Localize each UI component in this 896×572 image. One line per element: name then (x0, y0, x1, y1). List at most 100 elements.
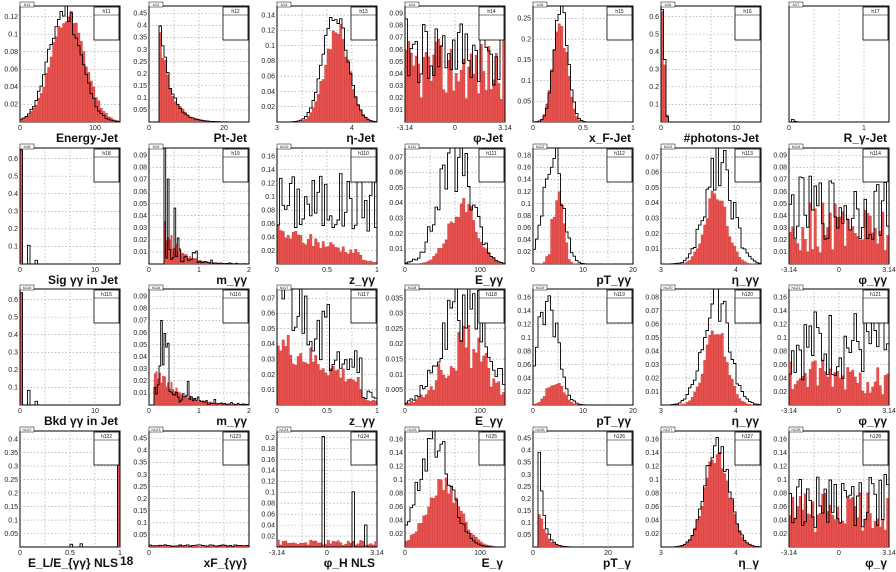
histogram-h118: 0.005 0.01 0.015 0.02 0.025 0.03 0.035 0 100 h118… (385, 284, 506, 428)
histogram-h13: 0.02 0.04 0.06 0.08 0.1 0.12 0.14 3 4 h13 h13 η-Jet (261, 1, 378, 145)
bar-filled (796, 380, 800, 406)
x-tick-label: 0 (787, 125, 791, 132)
bar-filled (319, 81, 323, 123)
y-tick-label: 0.3 (649, 67, 659, 74)
y-tick-label: 0.1 (521, 520, 531, 527)
bar-filled (371, 262, 375, 265)
x-tick-label: 1 (375, 267, 379, 274)
x-tick-label: 0.5 (578, 125, 588, 132)
y-tick-label: 0.03 (133, 366, 147, 373)
y-tick-label: 0.01 (133, 390, 147, 397)
bar-filled (452, 90, 456, 123)
bar-filled (437, 479, 441, 548)
bar-filled (437, 248, 441, 265)
y-tick-label: 0.06 (645, 504, 659, 511)
bar-filled (690, 256, 694, 265)
bar-filled (740, 259, 744, 265)
bar-filled (304, 542, 308, 548)
bar-filled (472, 73, 476, 123)
histogram-h121: 0.02 0.04 0.06 0.08 0.1 0.12 0.14 0.16 -3.14 0 3.1… (773, 284, 896, 428)
y-tick-label: 0.01 (645, 389, 659, 396)
x-tick-label: 3.14 (498, 125, 512, 132)
bar-filled (735, 394, 739, 406)
bar-filled (324, 246, 328, 265)
bar-filled (294, 230, 298, 265)
y-tick-label: 0.2 (521, 496, 531, 503)
y-tick-label: 0.06 (773, 362, 787, 369)
bar-filled (62, 23, 66, 123)
corner-tag-label: h12 (153, 2, 160, 7)
y-tick-label: 0.14 (389, 450, 403, 457)
y-tick-label: 0.12 (517, 189, 531, 196)
bar-filled (823, 371, 827, 406)
histogram-h110: 0.02 0.04 0.06 0.08 0.1 0.12 0.14 0.16 0 0.5 1 h110… (261, 143, 379, 287)
corner-tag-label: h118 (408, 285, 417, 290)
y-tick-label: 0.02 (773, 389, 787, 396)
x-tick-label: -3.14 (781, 550, 797, 557)
bar-filled (417, 63, 421, 123)
corner-tag-label: h123 (152, 427, 162, 432)
histogram-name: h12 (231, 9, 240, 15)
x-tick-label: 0 (18, 125, 22, 132)
histogram-name: h122 (101, 434, 112, 440)
bar-filled (64, 21, 68, 123)
bar-filled (841, 520, 845, 548)
y-tick-label: 0.08 (517, 213, 531, 220)
bar-outline (19, 5, 121, 123)
y-tick-label: 0.14 (261, 167, 275, 174)
y-tick-label: 0.03 (773, 225, 787, 232)
corner-tag (788, 1, 804, 8)
histogram-name: h120 (742, 292, 753, 298)
bar-filled (713, 334, 717, 406)
bar-filled (868, 215, 872, 265)
y-tick-label: 0.16 (773, 436, 787, 443)
y-tick-label: 0.02 (517, 249, 531, 256)
y-tick-label: 0.4 (521, 448, 531, 455)
histogram-name: h123 (230, 434, 241, 440)
bar-outline (404, 147, 506, 264)
stats-box (93, 431, 120, 466)
y-tick-label: 0.06 (389, 170, 403, 177)
bar-filled (843, 245, 847, 265)
y-tick-label: 0.12 (517, 321, 531, 328)
bar-filled (703, 360, 707, 406)
bar-filled (853, 376, 857, 406)
bar-filled (344, 381, 348, 406)
y-tick-label: 0.5 (8, 314, 18, 321)
bar-filled (447, 223, 451, 265)
corner-tag-label: h128 (792, 427, 802, 432)
stats-box (222, 6, 249, 41)
bar-filled (346, 378, 350, 406)
corner-tag-label: h122 (23, 427, 33, 432)
bar-filled (487, 367, 491, 406)
bar-filled (743, 261, 747, 265)
bar-filled (545, 388, 549, 406)
x-tick-label: 100 (474, 408, 486, 415)
bar-filled (808, 514, 812, 548)
bar-filled (740, 401, 744, 406)
x-tick-label: 0 (403, 550, 407, 557)
histogram-name: h113 (742, 151, 753, 157)
y-tick-label: 0.08 (261, 207, 275, 214)
bar-filled (813, 360, 817, 406)
x-tick-label: 0 (147, 550, 151, 557)
y-tick-label: 0.05 (645, 335, 659, 342)
bar-filled (364, 260, 368, 265)
bar-outline (404, 18, 506, 122)
bar-filled (745, 262, 749, 265)
corner-tag-label: h126 (536, 427, 546, 432)
bar-filled (808, 369, 812, 406)
y-tick-label: 0.02 (773, 531, 787, 538)
bar-filled (868, 392, 872, 406)
bar-filled (346, 253, 350, 265)
bar-filled (334, 541, 338, 548)
bar-filled (710, 330, 714, 406)
y-tick-label: 0.14 (261, 12, 275, 19)
bar-filled (429, 259, 433, 265)
x-tick-label: 20 (220, 125, 228, 132)
y-tick-label: 0.2 (8, 367, 18, 374)
y-tick-label: 0.25 (133, 59, 147, 66)
bar-filled (881, 520, 885, 548)
stats-box (606, 431, 633, 466)
x-tick-label: -3.14 (397, 125, 413, 132)
